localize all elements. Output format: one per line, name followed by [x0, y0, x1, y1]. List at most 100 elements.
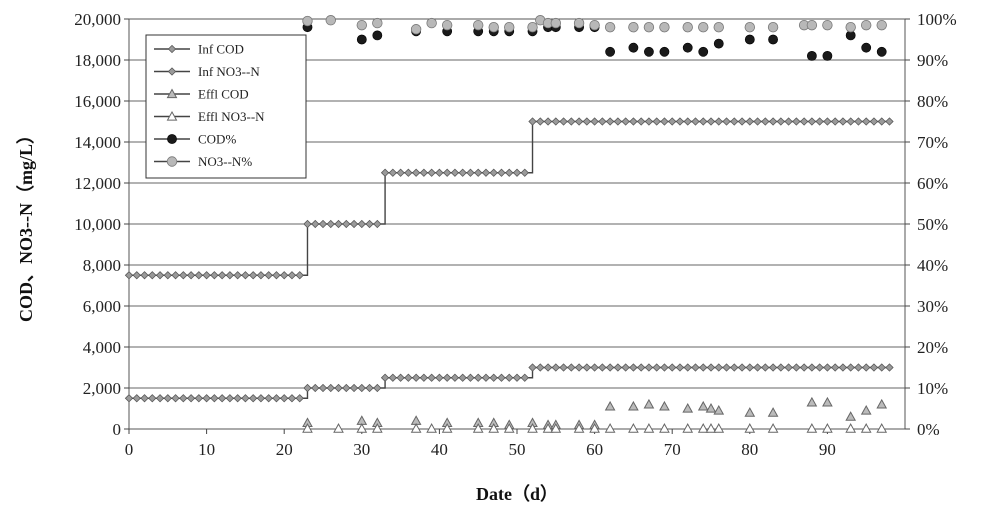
open-triangle-marker	[503, 423, 515, 433]
diamond-marker	[745, 117, 754, 126]
diamond-marker	[675, 117, 685, 126]
diamond-marker	[155, 394, 165, 403]
diamond-marker	[512, 168, 522, 177]
legend-entry: COD%	[154, 132, 236, 147]
diamond-marker	[636, 363, 646, 372]
diamond-marker	[590, 363, 599, 372]
light-dot-marker	[806, 19, 818, 31]
right-tick-label: 90%	[917, 51, 948, 70]
diamond-marker	[311, 219, 320, 229]
diamond-marker	[411, 168, 421, 177]
light-dot-marker	[744, 22, 756, 33]
open-triangle-marker	[527, 423, 538, 433]
legend-label: Inf COD	[198, 42, 244, 57]
diamond-marker	[730, 363, 739, 372]
open-triangle-marker	[542, 423, 554, 433]
diamond-marker	[714, 117, 723, 126]
diamond-marker	[799, 117, 809, 126]
diamond-marker	[660, 363, 669, 372]
diamond-marker	[621, 363, 630, 372]
diamond-marker	[629, 363, 638, 372]
diamond-marker	[830, 363, 840, 372]
diamond-marker	[396, 168, 405, 177]
diamond-marker	[497, 168, 506, 177]
diamond-marker	[574, 117, 584, 126]
open-triangle-marker	[806, 423, 818, 433]
diamond-marker	[349, 383, 359, 393]
diamond-marker	[435, 168, 444, 177]
diamond-marker	[761, 363, 770, 372]
diamond-marker	[380, 373, 390, 382]
diamond-marker	[636, 117, 646, 126]
dark-dot-marker	[659, 46, 670, 57]
diamond-marker	[411, 373, 421, 382]
dark-dot-marker	[356, 34, 367, 45]
left-tick-label: 10,000	[74, 215, 121, 234]
diamond-marker	[629, 117, 638, 126]
diamond-marker	[396, 373, 405, 382]
x-tick-label: 70	[664, 440, 681, 459]
right-tick-label: 20%	[917, 338, 948, 357]
diamond-marker	[497, 373, 506, 382]
open-triangle-marker	[589, 423, 600, 433]
light-dot-marker	[573, 17, 585, 29]
diamond-marker	[342, 219, 351, 229]
diamond-marker	[171, 394, 180, 403]
diamond-marker	[567, 117, 576, 126]
left-tick-label: 2,000	[83, 379, 121, 398]
open-triangle-marker	[682, 423, 694, 433]
open-triangle-marker	[705, 423, 717, 433]
diamond-marker	[225, 271, 235, 280]
diamond-marker	[194, 394, 204, 403]
x-tick-label: 60	[586, 440, 603, 459]
diamond-marker	[706, 117, 716, 126]
legend-entry: Effl NO3--N	[154, 109, 265, 124]
diamond-marker	[404, 373, 413, 382]
diamond-marker	[543, 363, 553, 372]
diamond-marker	[536, 363, 545, 372]
diamond-marker	[598, 117, 607, 126]
diamond-marker	[683, 363, 692, 372]
diamond-marker	[714, 363, 723, 372]
diamond-marker	[652, 363, 661, 372]
diamond-marker	[838, 117, 848, 126]
diamond-marker	[287, 271, 297, 280]
diamond-marker	[699, 363, 708, 372]
diamond-marker	[295, 271, 304, 280]
dark-dot-marker	[698, 46, 709, 57]
diamond-marker	[167, 67, 177, 76]
diamond-marker	[458, 373, 467, 382]
diamond-marker	[730, 117, 739, 126]
diamond-marker	[365, 383, 374, 393]
x-tick-label: 80	[741, 440, 758, 459]
diamond-marker	[132, 271, 141, 280]
open-triangle-marker	[845, 423, 857, 433]
diamond-marker	[877, 117, 886, 126]
diamond-marker	[815, 363, 824, 372]
left-tick-label: 20,000	[74, 10, 121, 29]
diamond-marker	[660, 117, 669, 126]
dark-dot-marker	[167, 134, 177, 144]
diamond-marker	[419, 373, 429, 382]
diamond-marker	[776, 363, 786, 372]
diamond-marker	[520, 373, 529, 382]
diamond-marker	[854, 363, 863, 372]
dark-dot-marker	[713, 38, 724, 49]
open-triangle-marker	[628, 423, 639, 433]
diamond-marker	[272, 394, 281, 403]
dark-dot-marker	[876, 46, 887, 57]
light-dot-marker	[713, 22, 724, 33]
diamond-marker	[458, 168, 467, 177]
light-dot-marker	[504, 22, 515, 33]
x-tick-label: 90	[819, 440, 836, 459]
diamond-marker	[675, 363, 685, 372]
filled-triangle-marker	[860, 405, 872, 415]
open-triangle-marker	[697, 423, 709, 433]
diamond-marker	[838, 363, 848, 372]
diamond-marker	[474, 168, 483, 177]
light-dot-marker	[876, 19, 887, 31]
diamond-marker	[807, 363, 817, 372]
right-axis-ticks: 0% 10% 20% 30% 40% 50% 60% 70% 80% 90% 100%	[905, 10, 957, 439]
series-no3-n-	[302, 15, 887, 35]
